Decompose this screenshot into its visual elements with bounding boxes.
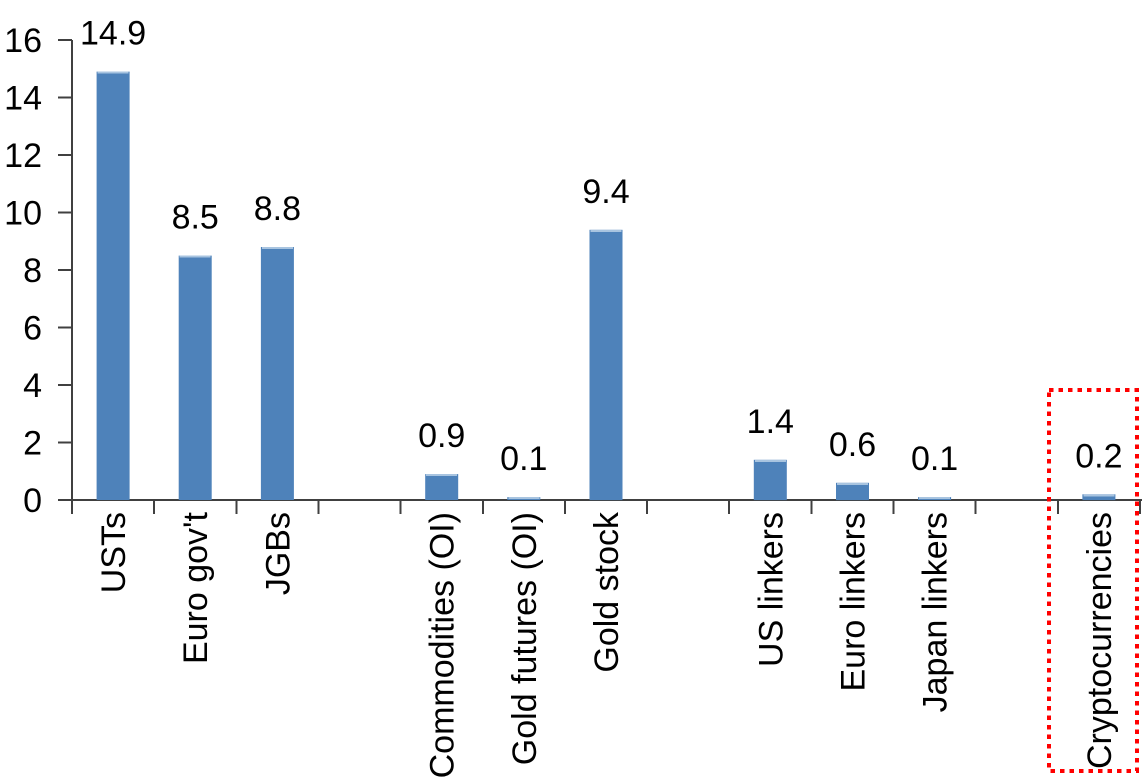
- bar-value-label: 9.4: [582, 173, 629, 211]
- bar-value-label: 8.5: [172, 199, 219, 237]
- bar: [753, 459, 787, 501]
- y-axis-tick-label: 16: [4, 22, 42, 60]
- x-axis-category-label: Cryptocurrencies: [1081, 512, 1119, 769]
- y-axis-tick-label: 8: [23, 252, 42, 290]
- x-axis-category-label: JGBs: [259, 512, 297, 595]
- x-axis-category-label: USTs: [95, 512, 133, 593]
- x-axis-category-label: US linkers: [752, 512, 790, 667]
- x-axis-category-label: Japan linkers: [917, 512, 955, 712]
- bar: [260, 247, 294, 500]
- bar-value-label: 0.6: [829, 426, 876, 464]
- bar: [96, 71, 130, 500]
- bar-value-label: 14.9: [80, 15, 146, 53]
- y-axis-tick-label: 0: [23, 482, 42, 520]
- bar-value-label: 1.4: [747, 403, 794, 441]
- y-axis-tick-label: 10: [4, 195, 42, 233]
- x-axis-category-label: Euro linkers: [835, 512, 873, 692]
- y-axis-tick-label: 6: [23, 310, 42, 348]
- bar-value-label: 0.2: [1075, 437, 1122, 475]
- x-axis-category-label: Euro gov't: [177, 511, 215, 664]
- bar: [1082, 494, 1116, 501]
- x-axis-category-label: Gold stock: [588, 511, 626, 673]
- y-axis-tick-label: 12: [4, 137, 42, 175]
- y-axis-tick-label: 4: [23, 367, 42, 405]
- x-axis-category-label: Gold futures (OI): [506, 512, 544, 765]
- bar-value-label: 0.9: [418, 417, 465, 455]
- bar: [178, 255, 212, 500]
- bar-value-label: 8.8: [254, 190, 301, 228]
- bar-value-label: 0.1: [911, 440, 958, 478]
- bar: [589, 229, 623, 501]
- bar: [425, 474, 459, 500]
- bar: [836, 482, 869, 501]
- highlight-box: [1046, 388, 1139, 773]
- y-axis-tick-label: 2: [23, 425, 42, 463]
- x-axis-category-label: Commodities (OI): [424, 512, 462, 778]
- bar-value-label: 0.1: [500, 440, 547, 478]
- y-axis-tick-label: 14: [4, 80, 42, 118]
